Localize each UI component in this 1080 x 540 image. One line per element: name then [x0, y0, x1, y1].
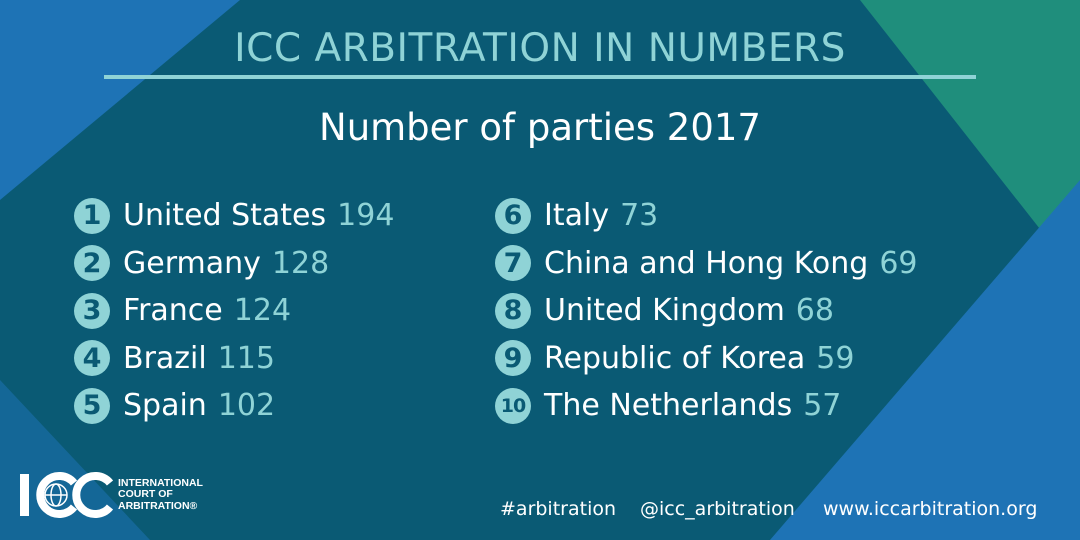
rank-badge: 6	[495, 197, 531, 234]
party-count: 73	[620, 198, 659, 234]
footer-handle[interactable]: @icc_arbitration	[640, 498, 795, 520]
party-count: 59	[816, 340, 855, 376]
country-name: Germany	[123, 245, 261, 281]
country-name: The Netherlands	[544, 388, 793, 424]
party-count: 69	[879, 245, 918, 281]
country-name: Spain	[123, 388, 207, 424]
rank-badge: 9	[495, 340, 531, 377]
ranking-list-left: 1 United States 194 2 Germany 128 3 Fran…	[74, 192, 394, 430]
page-subtitle: Number of parties 2017	[319, 106, 761, 149]
ranking-list-right: 6 Italy 73 7 China and Hong Kong 69 8 Un…	[495, 192, 918, 430]
footer-website-link[interactable]: www.iccarbitration.org	[823, 498, 1038, 520]
country-name: Italy	[544, 198, 610, 234]
ranking-row: 2 Germany 128	[74, 240, 394, 288]
ranking-row: 1 United States 194	[74, 192, 394, 240]
ranking-row: 5 Spain 102	[74, 382, 394, 430]
ranking-row: 7 China and Hong Kong 69	[495, 240, 918, 288]
ranking-row: 6 Italy 73	[495, 192, 918, 240]
ranking-row: 10 The Netherlands 57	[495, 382, 918, 430]
logo-line-3: ARBITRATION®	[118, 499, 198, 512]
logo-line-1: INTERNATIONAL	[118, 476, 203, 489]
country-name: United Kingdom	[544, 293, 785, 329]
globe-icon	[36, 472, 78, 518]
country-name: France	[123, 293, 223, 329]
title-underline	[104, 75, 976, 79]
logo-wordmark: INTERNATIONAL COURT OF ARBITRATION®	[118, 476, 203, 513]
ranking-row: 3 France 124	[74, 287, 394, 335]
green-corner-top-right	[860, 0, 1080, 280]
rank-badge: 4	[74, 340, 110, 377]
party-count: 68	[795, 293, 834, 329]
party-count: 115	[217, 340, 275, 376]
country-name: Brazil	[123, 340, 207, 376]
party-count: 57	[803, 388, 842, 424]
icc-logo-mark	[20, 472, 114, 518]
logo-letter-c	[72, 472, 114, 518]
page-title: ICC ARBITRATION IN NUMBERS	[234, 26, 846, 71]
ranking-row: 8 United Kingdom 68	[495, 287, 918, 335]
rank-badge: 1	[74, 197, 110, 234]
icc-logo: INTERNATIONAL COURT OF ARBITRATION®	[18, 470, 203, 520]
blue-corner-bottom-right	[770, 180, 1080, 540]
party-count: 194	[337, 198, 395, 234]
logo-line-2: COURT OF	[118, 488, 173, 501]
country-name: China and Hong Kong	[544, 245, 869, 281]
rank-badge: 8	[495, 292, 531, 329]
rank-badge: 2	[74, 245, 110, 282]
ranking-row: 4 Brazil 115	[74, 335, 394, 383]
blue-corner-top-left	[0, 0, 240, 200]
country-name: United States	[123, 198, 327, 234]
rank-badge: 7	[495, 245, 531, 282]
party-count: 128	[271, 245, 330, 281]
footer-hashtag[interactable]: #arbitration	[500, 498, 617, 520]
party-count: 124	[233, 293, 292, 329]
ranking-row: 9 Republic of Korea 59	[495, 335, 918, 383]
country-name: Republic of Korea	[544, 340, 806, 376]
rank-badge: 3	[74, 292, 110, 329]
party-count: 102	[217, 388, 276, 424]
rank-badge: 5	[74, 387, 110, 424]
rank-badge: 10	[495, 387, 531, 424]
logo-letter-i	[20, 474, 29, 516]
